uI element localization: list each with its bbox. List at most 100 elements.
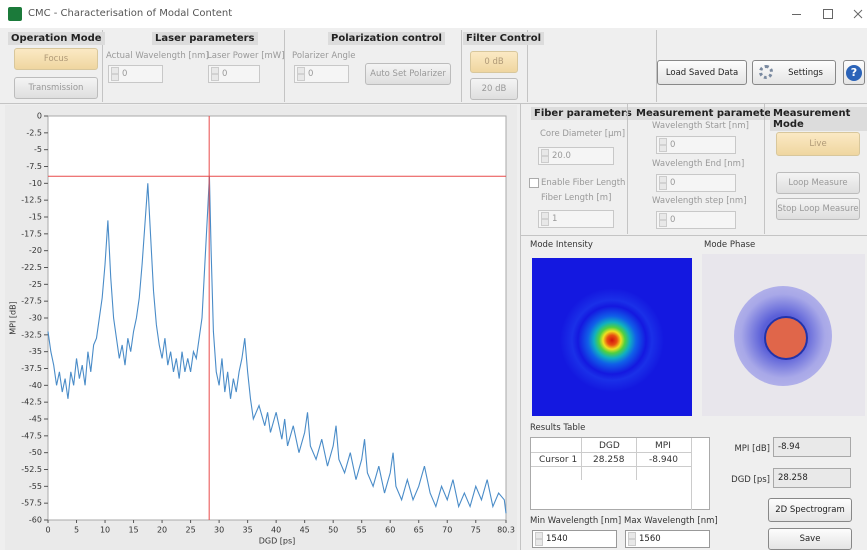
separator: [520, 104, 521, 550]
x-tick-label: 40: [271, 526, 281, 535]
table-line: [691, 438, 692, 510]
separator: [627, 104, 628, 234]
y-tick-label: -60: [29, 516, 42, 525]
angle-input[interactable]: 0: [294, 65, 349, 83]
y-tick-label: -15: [29, 213, 42, 222]
y-tick-label: -40: [29, 381, 42, 390]
separator: [521, 235, 867, 236]
group-header: Measurement parameters: [633, 107, 786, 120]
table-cell: -8.940: [649, 455, 679, 465]
button-label: Settings: [788, 67, 823, 78]
gear-icon: [759, 65, 773, 79]
input-value: 0: [308, 69, 314, 79]
app-icon: [8, 7, 22, 21]
spinner[interactable]: [628, 532, 636, 546]
spinner[interactable]: [659, 176, 667, 190]
y-tick-label: -37.5: [21, 364, 42, 373]
y-tick-label: -30: [29, 314, 42, 323]
x-tick-label: 80.3: [497, 526, 515, 535]
x-tick-label: 0: [45, 526, 50, 535]
transmission-button[interactable]: Transmission: [14, 77, 98, 99]
spectrogram-button[interactable]: 2D Spectrogram: [768, 498, 852, 522]
power-input[interactable]: 0: [208, 65, 260, 83]
input-value: 1560: [639, 534, 661, 544]
input-value: 0: [670, 215, 676, 225]
length-input[interactable]: 1: [538, 210, 614, 228]
spinner[interactable]: [541, 212, 549, 226]
field-label: Polarizer Angle: [292, 51, 356, 61]
x-axis-label: DGD [ps]: [259, 537, 296, 546]
y-tick-label: -42.5: [21, 398, 42, 407]
mpi-readout: -8.94: [773, 437, 851, 457]
start-input[interactable]: 0: [656, 136, 736, 154]
group-header: Measurement Mode: [770, 107, 867, 131]
help-button[interactable]: ?: [843, 60, 865, 85]
dgd-readout: 28.258: [773, 468, 851, 488]
spinner[interactable]: [111, 67, 119, 81]
live-button[interactable]: Live: [776, 132, 860, 156]
filter-0db-button[interactable]: 0 dB: [470, 51, 518, 73]
separator: [102, 30, 103, 102]
column-header: MPI: [655, 441, 671, 451]
window-title: CMC - Characterisation of Modal Content: [28, 8, 233, 19]
y-tick-label: -32.5: [21, 330, 42, 339]
panel-label: Mode Phase: [704, 240, 756, 250]
y-tick-label: -2.5: [26, 128, 42, 137]
separator: [284, 30, 285, 102]
separator: [461, 30, 462, 102]
title-bar: [0, 0, 867, 28]
readout-label: DGD [ps]: [731, 475, 770, 485]
input-value: 0: [122, 69, 128, 79]
spinner[interactable]: [659, 213, 667, 227]
spinner[interactable]: [541, 149, 549, 163]
max-wavelength-input[interactable]: 1560: [625, 530, 710, 548]
spinner[interactable]: [211, 67, 219, 81]
maximize-button[interactable]: [823, 9, 833, 19]
fiber-length-checkbox[interactable]: [529, 178, 539, 188]
filter-20db-button[interactable]: 20 dB: [470, 78, 518, 100]
help-icon: ?: [846, 64, 862, 81]
input-value: 0: [670, 178, 676, 188]
x-tick-label: 20: [157, 526, 167, 535]
auto-polarizer-button[interactable]: Auto Set Polarizer: [365, 63, 451, 85]
loop-button[interactable]: Loop Measure: [776, 172, 860, 194]
spinner[interactable]: [659, 138, 667, 152]
group-header: Fiber parameters: [531, 107, 635, 120]
y-tick-label: -7.5: [26, 162, 42, 171]
group-header: Operation Mode: [8, 32, 105, 45]
y-tick-label: -52.5: [21, 465, 42, 474]
panel-label: Results Table: [530, 423, 586, 433]
minimize-button[interactable]: [792, 14, 801, 15]
stop-loop-button[interactable]: Stop Loop Measure: [776, 198, 860, 220]
y-tick-label: -57.5: [21, 499, 42, 508]
load-button[interactable]: Load Saved Data: [657, 60, 747, 85]
x-tick-label: 75: [471, 526, 481, 535]
y-tick-label: -35: [29, 347, 42, 356]
spinner[interactable]: [297, 67, 305, 81]
column-header: DGD: [599, 441, 620, 451]
focus-button[interactable]: Focus: [14, 48, 98, 70]
settings-button[interactable]: Settings: [752, 60, 836, 85]
table-cell: 28.258: [593, 455, 625, 465]
x-tick-label: 55: [357, 526, 367, 535]
min-wavelength-input[interactable]: 1540: [532, 530, 617, 548]
x-tick-label: 10: [100, 526, 110, 535]
y-tick-label: -10: [29, 179, 42, 188]
table-line: [531, 452, 691, 453]
y-tick-label: -45: [29, 415, 42, 424]
step-input[interactable]: 0: [656, 211, 736, 229]
wavelength-input[interactable]: 0: [108, 65, 163, 83]
separator: [764, 104, 765, 234]
end-input[interactable]: 0: [656, 174, 736, 192]
plot-area: [47, 115, 507, 521]
y-tick-label: -50: [29, 448, 42, 457]
separator: [527, 30, 528, 102]
input-value: 1: [552, 214, 558, 224]
phase-image: [702, 254, 865, 416]
core-input[interactable]: 20.0: [538, 147, 614, 165]
spinner[interactable]: [535, 532, 543, 546]
save-button[interactable]: Save: [768, 528, 852, 550]
input-value: 0: [670, 140, 676, 150]
close-button[interactable]: [853, 9, 863, 19]
group-header: Laser parameters: [152, 32, 258, 45]
